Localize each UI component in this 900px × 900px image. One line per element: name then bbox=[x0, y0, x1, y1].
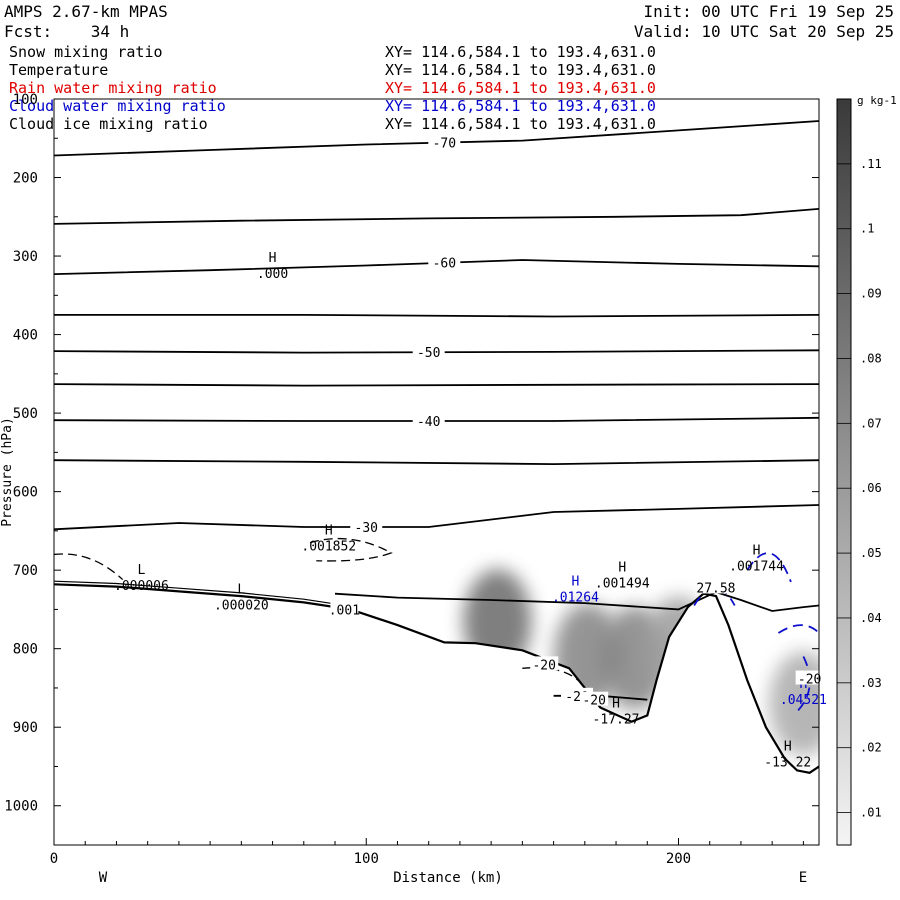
legend-xy-temperature: XY= 114.6,584.1 to 193.4,631.0 bbox=[385, 61, 656, 79]
y-tick-label-500: 500 bbox=[13, 406, 38, 422]
extremum-value-8: -13.22 bbox=[764, 756, 811, 771]
y-tick-label-400: 400 bbox=[13, 328, 38, 344]
contour-label-gap-8 bbox=[350, 518, 383, 533]
axes: 100 Distance (km) Pressure (hPa) W E 200… bbox=[0, 92, 819, 886]
inline-label-gap-2 bbox=[580, 691, 609, 706]
legend-label-cloud-water: Cloud water mixing ratio bbox=[9, 97, 226, 115]
valid-time: Valid: 10 UTC Sat 20 Sep 25 bbox=[633, 22, 894, 41]
colorbar-unit: g kg-1 bbox=[857, 94, 897, 107]
inline-label-2: -20 bbox=[582, 694, 605, 709]
inline-label-gap-0 bbox=[330, 601, 359, 616]
extremum-value-0: .000 bbox=[257, 267, 288, 282]
contour-label-8: -30 bbox=[355, 521, 378, 536]
temperature-contour-m35 bbox=[54, 459, 819, 466]
y-tick-label-700: 700 bbox=[13, 563, 38, 579]
extremum-marker-7: H bbox=[612, 696, 620, 711]
colorbar-fill bbox=[836, 98, 852, 846]
colorbar-label-7: .08 bbox=[860, 351, 882, 365]
extremum-value-7: -17.27 bbox=[593, 712, 640, 727]
y-tick-label-200: 200 bbox=[13, 171, 38, 187]
colorbar-label-5: .06 bbox=[860, 481, 882, 495]
extremum-value-3: .000020 bbox=[214, 599, 269, 614]
plot-frame bbox=[53, 98, 820, 846]
init-time: Init: 00 UTC Fri 19 Sep 25 bbox=[643, 2, 894, 21]
extremum-marker-5: H bbox=[572, 575, 580, 590]
inline-label-0: .001 bbox=[329, 603, 360, 618]
forecast-hour: Fcst: 34 h bbox=[4, 22, 130, 41]
legend-xy-snow: XY= 114.6,584.1 to 193.4,631.0 bbox=[385, 43, 656, 61]
legend-label-temperature: Temperature bbox=[9, 61, 109, 79]
contour-label-gap-4 bbox=[412, 344, 445, 359]
legend-xy-rain: XY= 114.6,584.1 to 193.4,631.0 bbox=[385, 79, 656, 97]
colorbar-label-3: .04 bbox=[860, 611, 882, 625]
terrain-layer bbox=[54, 580, 819, 845]
extremum-marker-4: H bbox=[618, 561, 626, 576]
contour-label-2: -60 bbox=[433, 257, 456, 272]
y-tick-label-1000: 1000 bbox=[4, 799, 38, 815]
inline-label-3: 27.58 bbox=[696, 581, 735, 596]
x-tick-label-200: 200 bbox=[666, 851, 691, 867]
x-tick-label-100: 100 bbox=[354, 851, 379, 867]
colorbar-label-10: .11 bbox=[860, 157, 882, 171]
y-tick-label-900: 900 bbox=[13, 720, 38, 736]
colorbar: g kg-1 .01 .02 .03 .04 .05 .06 .07 .08 .09 .1 .11 bbox=[836, 94, 897, 846]
inline-label-gap-1 bbox=[530, 656, 559, 671]
extremum-value-2: .000006 bbox=[114, 579, 169, 594]
y-tick-label-800: 800 bbox=[13, 642, 38, 658]
legend-xy-cloud-ice: XY= 114.6,584.1 to 193.4,631.0 bbox=[385, 115, 656, 133]
terrain-surface-upper bbox=[54, 580, 351, 607]
x-axis-label: Distance (km) bbox=[393, 870, 503, 886]
extremum-value-9: .04521 bbox=[780, 693, 827, 708]
temperature-contour-m65 bbox=[54, 208, 819, 225]
contour-label-4: -50 bbox=[417, 346, 440, 361]
colorbar-label-9: .1 bbox=[860, 222, 874, 236]
inline-label-1: -20 bbox=[532, 658, 555, 673]
ice-dashed-contour-west bbox=[54, 553, 124, 581]
temperature-contour-m30 bbox=[54, 504, 819, 531]
extremum-marker-1: H bbox=[325, 524, 333, 539]
colorbar-label-1: .02 bbox=[860, 741, 882, 755]
colorbar-label-4: .05 bbox=[860, 546, 882, 560]
temperature-contour-m55 bbox=[54, 313, 819, 318]
contour-label-gap-2 bbox=[428, 254, 461, 269]
terrain-surface bbox=[54, 583, 819, 774]
temperature-contour-m45 bbox=[54, 383, 819, 387]
colorbar-label-8: .09 bbox=[860, 287, 882, 301]
y-axis-label: Pressure (hPa) bbox=[0, 417, 15, 527]
extremum-marker-8: H bbox=[784, 740, 792, 755]
inline-label-gap-3 bbox=[701, 579, 730, 594]
model-title: AMPS 2.67-km MPAS bbox=[4, 2, 168, 21]
y-top-label: 100 bbox=[13, 92, 38, 108]
terrain-fill bbox=[54, 584, 819, 845]
extremum-marker-3: L bbox=[237, 583, 245, 598]
contour-label-gap-6 bbox=[412, 412, 445, 427]
extremum-marker-0: H bbox=[269, 251, 277, 266]
colorbar-label-0: .01 bbox=[860, 806, 882, 820]
west-label: W bbox=[99, 870, 108, 886]
y-tick-label-300: 300 bbox=[13, 249, 38, 265]
east-label: E bbox=[799, 870, 807, 886]
x-tick-label-0: 0 bbox=[50, 851, 58, 867]
inline-label-4: -20 bbox=[798, 673, 821, 688]
contour-label-6: -40 bbox=[417, 415, 440, 430]
extremum-value-1: .001852 bbox=[301, 540, 356, 555]
extremum-marker-6: H bbox=[753, 543, 761, 558]
contour-label-0: -70 bbox=[433, 137, 456, 152]
legend-label-snow: Snow mixing ratio bbox=[9, 43, 163, 61]
colorbar-label-6: .07 bbox=[860, 416, 882, 430]
y-tick-label-600: 600 bbox=[13, 485, 38, 501]
legend-label-rain: Rain water mixing ratio bbox=[9, 79, 217, 97]
legend-label-cloud-ice: Cloud ice mixing ratio bbox=[9, 115, 208, 133]
contour-label-gap-0 bbox=[428, 134, 461, 149]
colorbar-label-2: .03 bbox=[860, 676, 882, 690]
legend-xy-cloud-water: XY= 114.6,584.1 to 193.4,631.0 bbox=[385, 97, 656, 115]
inline-label-gap-4 bbox=[795, 670, 824, 685]
extremum-marker-2: L bbox=[138, 563, 146, 578]
extremum-value-5: .01264 bbox=[552, 591, 599, 606]
extremum-value-6: .001744 bbox=[729, 559, 784, 574]
extremum-value-4: .001494 bbox=[595, 577, 650, 592]
ice-dashed-contour-center bbox=[309, 537, 393, 562]
